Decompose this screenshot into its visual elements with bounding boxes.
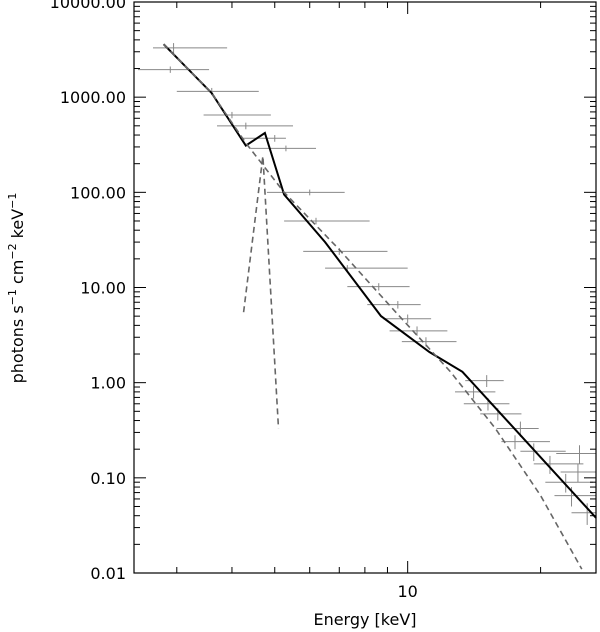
data-point-23 [556,445,596,464]
component-model-line-2 [242,156,280,429]
x-tick-label: 10 [397,582,417,601]
data-point-20 [496,421,539,437]
data-point-5 [241,135,286,142]
plot-frame [133,1,597,574]
y-axis: 0.01 0.10 1.00 10.00 100.00 1000.00 10000.00 [50,0,596,583]
data-point-24 [533,455,584,474]
data-point-3 [203,111,271,119]
data-point-2 [176,87,259,96]
x-axis: 10 [176,2,542,601]
data-point-1 [137,66,210,73]
data-point-22 [520,443,566,462]
component-model-line-1 [163,43,583,570]
x-axis-label: Energy [keV] [313,610,416,629]
model-curves [162,43,597,570]
data-point-9 [303,248,388,255]
data-point-10 [325,265,408,272]
y-tick-label: 0.10 [90,469,126,488]
data-point-0 [153,43,228,54]
data-error-bars [137,43,596,525]
data-point-6 [250,145,317,152]
data-point-18 [463,398,510,411]
data-point-25 [560,463,596,483]
y-tick-label: 1000.00 [60,88,126,107]
data-point-17 [455,386,496,399]
y-axis-label: photons s−1 cm−2 keV−1 [6,193,27,384]
data-point-4 [217,122,294,130]
data-point-8 [284,217,370,225]
data-point-15 [401,337,457,347]
data-point-7 [266,189,345,196]
y-tick-label: 1.00 [90,374,126,393]
data-point-27 [554,487,596,507]
y-tick-label: 10.00 [80,279,126,298]
data-point-13 [383,314,432,324]
data-point-12 [367,301,421,309]
y-tick-label: 0.01 [90,564,126,583]
data-point-14 [389,326,448,336]
total-model-line [162,43,597,519]
y-tick-label: 100.00 [70,183,126,202]
y-tick-label: 10000.00 [50,0,126,12]
